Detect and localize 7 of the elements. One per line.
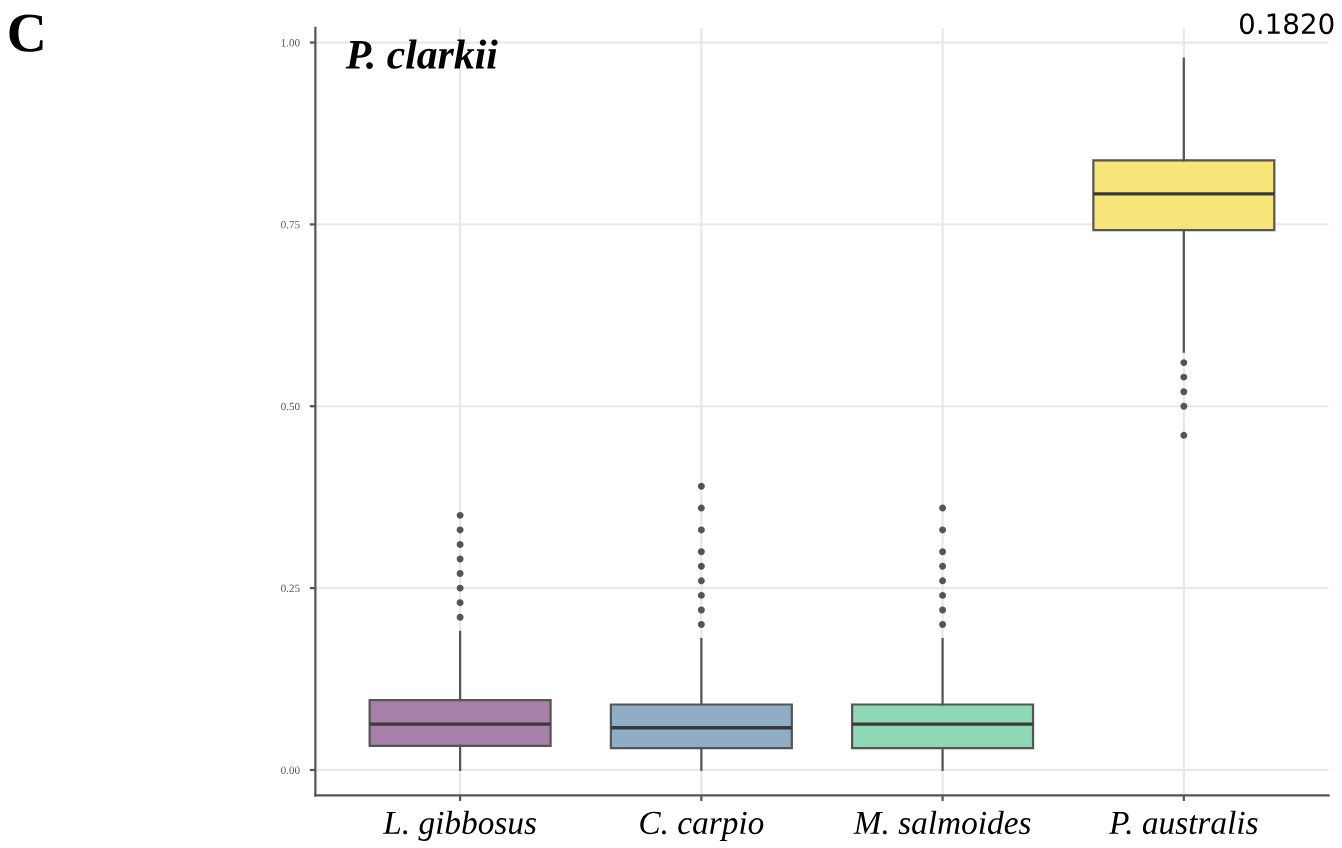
annotation: 0.1820 — [1239, 13, 1334, 35]
chart-title: P. clarkii — [345, 39, 498, 69]
text: C — [9, 14, 43, 52]
x-tick-label: P. australis — [1108, 810, 1258, 835]
x-tick-label: C. carpio — [640, 811, 764, 841]
x-tick-label: M. salmoides — [853, 810, 1031, 835]
x-tick-label: L. gibbosus — [382, 810, 536, 841]
